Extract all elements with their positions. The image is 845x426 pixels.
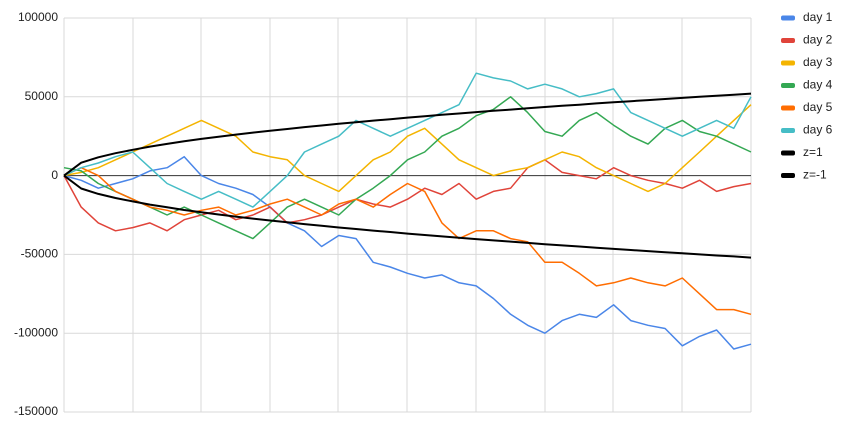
legend-label: day 6 — [803, 123, 833, 137]
y-tick-label: 50000 — [25, 89, 59, 103]
legend-swatch — [781, 173, 795, 178]
legend-swatch — [781, 150, 795, 156]
series-line — [63, 174, 752, 259]
legend-label: day 3 — [803, 55, 833, 69]
series-line — [63, 104, 752, 193]
legend-label: day 5 — [803, 100, 833, 114]
y-tick-label: -50000 — [21, 247, 59, 261]
series-line — [63, 166, 752, 316]
legend-label: z=1 — [803, 145, 823, 159]
legend-label: day 2 — [803, 33, 833, 47]
series-line — [63, 72, 752, 208]
y-tick-label: 100000 — [18, 10, 58, 24]
legend-swatch — [781, 60, 795, 66]
series-line — [63, 159, 752, 232]
legend-swatch — [781, 15, 795, 21]
legend-swatch — [781, 83, 795, 88]
legend-swatch — [781, 38, 795, 43]
y-tick-label: -100000 — [14, 325, 58, 339]
y-tick-label: -150000 — [14, 404, 58, 418]
legend-swatch — [781, 105, 795, 111]
legend-label: z=-1 — [803, 168, 827, 182]
series-line — [63, 92, 752, 177]
series-line — [63, 155, 752, 350]
legend-label: day 1 — [803, 10, 833, 24]
y-tick-label: 0 — [51, 168, 58, 182]
legend-swatch — [781, 128, 795, 133]
legend-label: day 4 — [803, 78, 833, 92]
